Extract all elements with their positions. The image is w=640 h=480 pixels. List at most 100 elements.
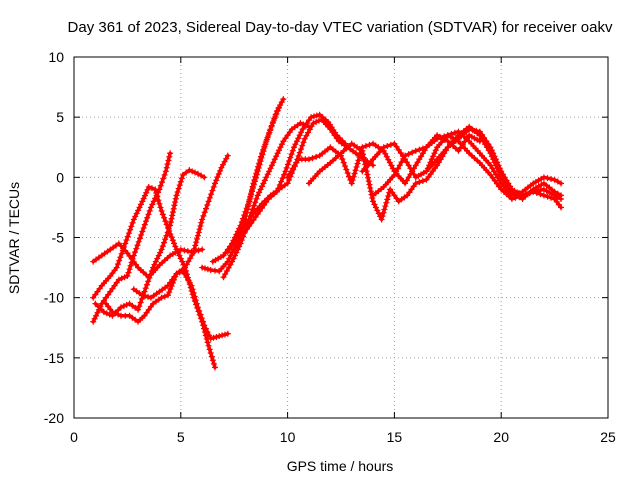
data-point — [205, 198, 212, 205]
data-point — [277, 144, 284, 151]
data-point — [349, 177, 356, 184]
data-point — [179, 258, 186, 265]
data-point — [428, 156, 435, 163]
data-point — [313, 112, 320, 119]
data-point — [256, 189, 263, 196]
data-point — [165, 157, 172, 164]
data-point — [263, 138, 270, 145]
data-point — [208, 191, 215, 198]
data-point — [299, 142, 306, 149]
data-point — [405, 162, 412, 169]
data-point — [405, 151, 412, 158]
data-point — [308, 114, 315, 121]
data-point — [240, 215, 247, 222]
data-point — [239, 225, 246, 232]
data-point — [223, 267, 230, 274]
data-point — [167, 219, 174, 226]
data-point — [116, 257, 123, 264]
data-point — [201, 209, 208, 216]
data-point — [278, 99, 285, 106]
data-point — [103, 294, 110, 301]
data-point — [293, 159, 300, 166]
data-point — [119, 247, 126, 254]
data-point — [204, 266, 211, 273]
data-point — [214, 174, 221, 181]
x-tick-label: 25 — [600, 429, 616, 445]
data-point — [115, 276, 122, 283]
data-point — [194, 232, 201, 239]
data-point — [132, 213, 139, 220]
data-point — [147, 303, 154, 310]
data-point — [380, 144, 387, 151]
data-point — [135, 306, 142, 313]
data-point — [339, 156, 346, 163]
data-point — [281, 171, 288, 178]
data-point — [168, 215, 175, 222]
data-point — [551, 188, 558, 195]
data-point — [287, 154, 294, 161]
data-point — [162, 218, 169, 225]
data-point — [558, 204, 565, 211]
data-point — [293, 138, 300, 145]
data-point — [261, 177, 268, 184]
data-point — [280, 96, 287, 103]
data-point — [414, 159, 421, 166]
data-point — [133, 210, 140, 217]
data-point — [273, 110, 280, 117]
data-point — [167, 279, 174, 286]
data-point — [551, 176, 558, 183]
data-point — [145, 183, 152, 190]
data-point — [172, 199, 179, 206]
data-point — [171, 202, 178, 209]
data-point — [263, 199, 270, 206]
x-tick-label: 15 — [387, 429, 403, 445]
data-point — [435, 159, 442, 166]
data-point — [168, 234, 175, 241]
data-point — [225, 264, 232, 271]
data-point — [155, 189, 162, 196]
data-point — [305, 156, 312, 163]
data-point — [218, 164, 225, 171]
data-point — [144, 214, 151, 221]
data-series-s5 — [103, 268, 231, 342]
data-point — [173, 192, 180, 199]
data-point — [140, 195, 147, 202]
data-point — [141, 288, 148, 295]
data-point — [160, 175, 167, 182]
data-point — [204, 328, 211, 335]
data-point — [303, 132, 310, 139]
data-point — [157, 204, 164, 211]
data-point — [485, 147, 492, 154]
data-point — [91, 315, 98, 322]
data-point — [167, 286, 174, 293]
data-point — [366, 181, 373, 188]
data-point — [305, 129, 312, 136]
data-point — [209, 357, 216, 364]
data-point — [276, 181, 283, 188]
data-point — [344, 169, 351, 176]
data-point — [165, 225, 172, 232]
series-line — [93, 168, 207, 318]
data-point — [252, 214, 259, 221]
data-point — [172, 195, 179, 202]
data-point — [391, 140, 398, 147]
y-tick-label: 0 — [56, 169, 64, 185]
data-point — [159, 243, 166, 250]
data-point — [241, 212, 248, 219]
data-point — [400, 155, 407, 162]
data-point — [412, 162, 419, 169]
data-point — [190, 248, 197, 255]
data-point — [370, 198, 377, 205]
data-point — [297, 120, 304, 127]
axis-ticks: 0 5 10 15 20 25 -20 -15 -10 -5 0 5 10 — [44, 49, 616, 445]
data-point — [208, 353, 215, 360]
y-tick-label: -20 — [44, 410, 64, 426]
data-point — [129, 255, 136, 262]
data-point — [540, 192, 547, 199]
data-point — [310, 113, 317, 120]
data-point — [167, 222, 174, 229]
data-point — [254, 192, 261, 199]
data-point — [128, 259, 135, 266]
data-point — [387, 186, 394, 193]
data-point — [210, 360, 217, 367]
